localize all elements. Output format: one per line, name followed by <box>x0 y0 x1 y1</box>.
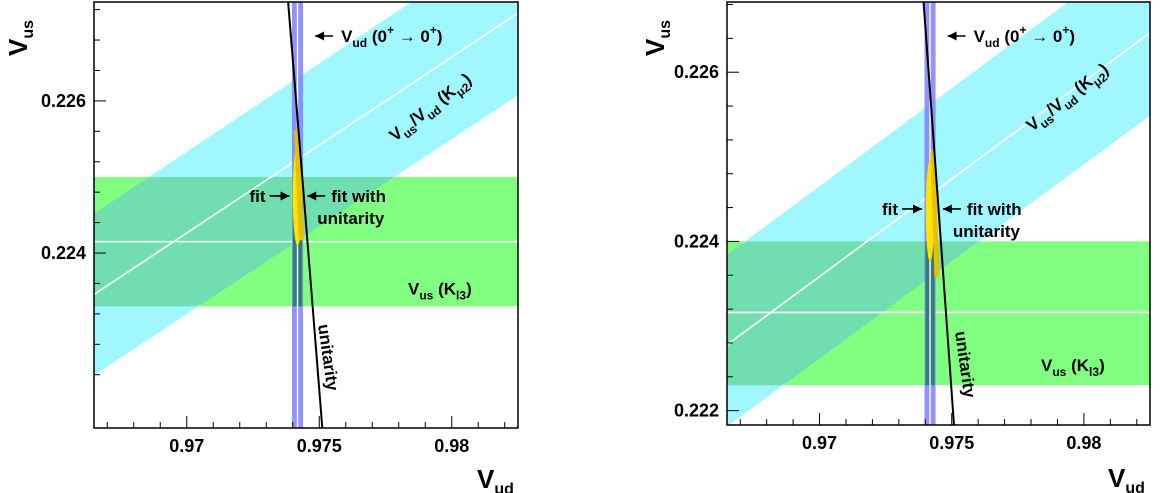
y-tick-label: 0.226 <box>674 62 719 82</box>
plot-frame <box>93 1 519 429</box>
x-tick-label: 0.97 <box>802 433 837 453</box>
unitarity-curve <box>287 2 324 428</box>
y-axis-title: Vus <box>3 20 37 56</box>
x-axis-title: Vud <box>1108 463 1145 493</box>
fit-unitarity-segment <box>294 128 304 241</box>
arrow-head <box>947 31 957 41</box>
arrow-head <box>315 31 325 41</box>
fit-unitarity-label-line1: fit with <box>331 187 386 206</box>
y-tick-label: 0.222 <box>674 401 719 421</box>
unitarity-curve <box>922 2 955 425</box>
annotations: Vud (0+ → 0+)Vus/Vud (Kμ2)Vus (Kl3)fit fi… <box>882 23 1112 400</box>
x-tick-label: 0.975 <box>297 436 342 456</box>
fit-unitarity-label-line2: unitarity <box>317 209 385 228</box>
fit-unitarity-segment <box>930 150 940 278</box>
arrow-head <box>280 191 290 201</box>
fit-unitarity-label-line1: fit with <box>967 200 1022 219</box>
plot-frame <box>726 1 1151 426</box>
vud-label: Vud (0+ → 0+) <box>974 23 1075 50</box>
panel-1: 0.97 0.975 0.98 0.224 0.226 Vud Vus Vud (0+ → 0… <box>3 1 519 493</box>
vud-label: Vud (0+ → 0+) <box>341 23 443 50</box>
overlap-band <box>727 241 979 386</box>
y-tick-label: 0.226 <box>41 91 86 111</box>
x-tick-label: 0.975 <box>929 433 974 453</box>
y-tick-label: 0.224 <box>674 231 719 251</box>
x-tick-label: 0.98 <box>434 436 469 456</box>
fit-unitarity-label-line2: unitarity <box>953 222 1021 241</box>
arrow-head <box>913 204 923 214</box>
axes: 0.97 0.975 0.98 0.222 0.224 0.226 <box>674 4 1138 453</box>
x-tick-label: 0.97 <box>169 436 204 456</box>
plot-area <box>727 2 1150 425</box>
arrow-head <box>307 191 317 201</box>
x-axis-title: Vud <box>477 464 514 493</box>
fit-label: fit <box>882 200 898 219</box>
panel-2: 0.97 0.975 0.98 0.222 0.224 0.226 Vud Vus Vud (0… <box>640 1 1151 493</box>
x-tick-label: 0.98 <box>1066 433 1101 453</box>
fit-label: fit <box>249 187 265 206</box>
y-axis-title: Vus <box>640 20 674 56</box>
kl3-label: Vus (Kl3) <box>1041 356 1105 379</box>
kmu2-center-line <box>727 31 1150 346</box>
y-tick-label: 0.224 <box>41 243 86 263</box>
arrow-head <box>942 204 952 214</box>
kmu2-center-line <box>94 12 518 296</box>
kl3-label: Vus (Kl3) <box>408 279 472 302</box>
plot-area <box>94 2 518 428</box>
axes: 0.97 0.975 0.98 0.224 0.226 <box>41 9 506 456</box>
